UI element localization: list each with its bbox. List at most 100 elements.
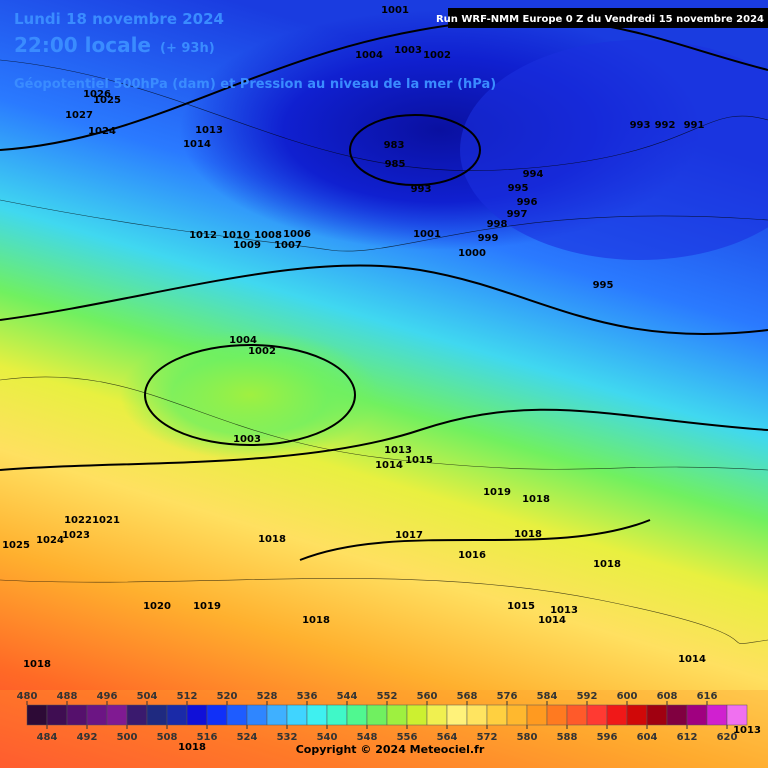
legend-swatch [646, 704, 668, 726]
legend-swatch [626, 704, 648, 726]
legend-swatch [726, 704, 748, 726]
legend-tick-label: 516 [197, 732, 218, 743]
legend-tick-label: 532 [277, 732, 298, 743]
legend-swatch [546, 704, 568, 726]
date: Lundi 18 novembre 2024 [14, 10, 224, 28]
pressure-label: 1018 [593, 559, 621, 570]
legend-tick-label: 620 [717, 732, 738, 743]
legend-tick-label: 504 [137, 691, 158, 702]
legend-tick-label: 556 [397, 732, 418, 743]
pressure-label: 1019 [193, 601, 221, 612]
pressure-label: 1019 [483, 487, 511, 498]
lead: (+ 93h) [160, 41, 215, 56]
legend-swatch [366, 704, 388, 726]
pressure-label: 999 [478, 233, 499, 244]
legend-swatch [606, 704, 628, 726]
legend-tick-label: 492 [77, 732, 98, 743]
pressure-label: 1002 [423, 50, 451, 61]
legend-tick-label: 528 [257, 691, 278, 702]
legend-swatch [406, 704, 428, 726]
legend-tick-label: 496 [97, 691, 118, 702]
pressure-label: 995 [508, 183, 529, 194]
isobars [0, 59, 768, 644]
pressure-label: 1012 [189, 230, 217, 241]
legend-tick-label: 588 [557, 732, 578, 743]
pressure-label: 1014 [678, 654, 706, 665]
legend-tick-label: 576 [497, 691, 518, 702]
time: 22:00 locale [14, 33, 151, 57]
legend-swatch [566, 704, 588, 726]
legend-swatch [246, 704, 268, 726]
legend-tick-label: 540 [317, 732, 338, 743]
pressure-label: 992 [655, 120, 676, 131]
pressure-label: 1022 [64, 515, 92, 526]
pressure-label: 1025 [2, 540, 30, 551]
pressure-label: 1020 [143, 601, 171, 612]
pressure-label: 1007 [274, 240, 302, 251]
pressure-label: 1015 [507, 601, 535, 612]
legend-swatch [126, 704, 148, 726]
legend-tick-label: 520 [217, 691, 238, 702]
copyright: Copyright © 2024 Meteociel.fr [296, 743, 485, 756]
pressure-label: 1018 [302, 615, 330, 626]
legend-swatch [486, 704, 508, 726]
legend-swatch [146, 704, 168, 726]
legend-swatch [166, 704, 188, 726]
legend-swatch [466, 704, 488, 726]
pressure-label: 993 [411, 184, 432, 195]
run-label: Run WRF-NMM Europe 0 Z du Vendredi 15 no… [436, 14, 764, 25]
legend-swatch [306, 704, 328, 726]
legend-tick-label: 544 [337, 691, 358, 702]
pressure-label: 983 [384, 140, 405, 151]
legend-tick-label: 564 [437, 732, 458, 743]
legend-tick-label: 508 [157, 732, 178, 743]
legend-tick-label: 560 [417, 691, 438, 702]
pressure-label: 1006 [283, 229, 311, 240]
legend-tick-label: 572 [477, 732, 498, 743]
pressure-label: 1017 [395, 530, 423, 541]
legend-tick-label: 524 [237, 732, 258, 743]
pressure-label: 995 [593, 280, 614, 291]
pressure-label: 1018 [514, 529, 542, 540]
pressure-label: 985 [385, 159, 406, 170]
pressure-label: 1013 [384, 445, 412, 456]
legend-tick-label: 548 [357, 732, 378, 743]
legend-swatch [46, 704, 68, 726]
legend-swatch [666, 704, 688, 726]
legend-swatch [286, 704, 308, 726]
legend-tick-label: 600 [617, 691, 638, 702]
pressure-label: 991 [684, 120, 705, 131]
legend-tick-label: 568 [457, 691, 478, 702]
legend-swatch [26, 704, 48, 726]
pressure-label: 993 [630, 120, 651, 131]
legend-swatch [386, 704, 408, 726]
legend-tick-label: 488 [57, 691, 78, 702]
pressure-label: 1004 [355, 50, 383, 61]
pressure-label: 1013 [733, 725, 761, 736]
legend-swatch [586, 704, 608, 726]
pressure-label: 1002 [248, 346, 276, 357]
contours [0, 18, 768, 561]
legend-swatch [326, 704, 348, 726]
legend-tick-label: 612 [677, 732, 698, 743]
pressure-label: 1004 [229, 335, 257, 346]
legend-swatch [506, 704, 528, 726]
subtitle: Géopotentiel 500hPa (dam) et Pression au… [14, 77, 496, 92]
legend-tick-label: 616 [697, 691, 718, 702]
low-area [120, 330, 380, 460]
pressure-label: 998 [487, 219, 508, 230]
legend-swatch [266, 704, 288, 726]
pressure-label: 1023 [62, 530, 90, 541]
legend-swatch [206, 704, 228, 726]
pressure-label: 1009 [233, 240, 261, 251]
legend-tick-label: 500 [117, 732, 138, 743]
legend-tick-label: 552 [377, 691, 398, 702]
legend-swatch [426, 704, 448, 726]
legend-swatch [226, 704, 248, 726]
legend-swatch [66, 704, 88, 726]
pressure-label: 996 [517, 197, 538, 208]
low-area [460, 40, 768, 260]
pressure-label: 1001 [381, 5, 409, 16]
